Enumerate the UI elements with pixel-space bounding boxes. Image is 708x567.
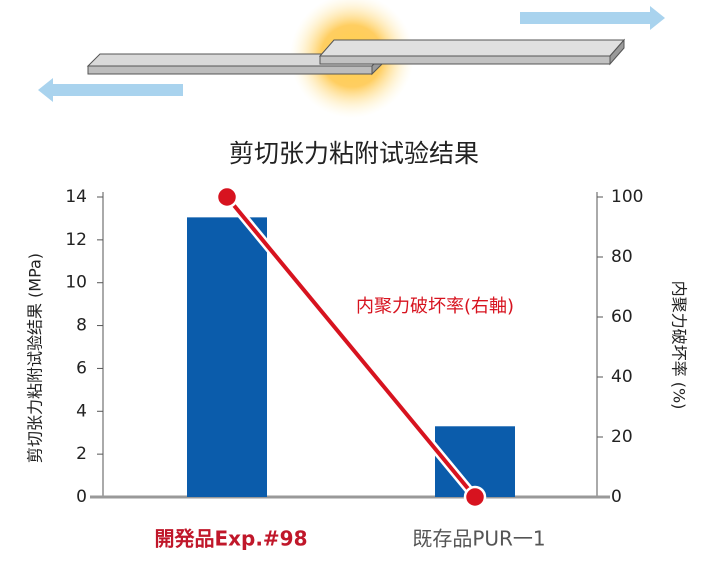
line xyxy=(225,195,477,499)
bar xyxy=(187,217,267,497)
y2-tick-label: 40 xyxy=(611,367,633,387)
y-tick-label: 0 xyxy=(76,487,87,507)
y2-axis-title: 内聚力破坏率 (%) xyxy=(670,281,689,410)
x-tick-label: 既存品PUR一1 xyxy=(412,527,545,551)
line-point xyxy=(463,485,487,509)
x-tick-label: 開発品Exp.#98 xyxy=(154,527,307,551)
y-tick-label: 14 xyxy=(65,187,87,207)
illustration xyxy=(38,0,665,118)
line-point xyxy=(215,185,239,209)
plate-top xyxy=(318,39,626,57)
y-tick-label: 2 xyxy=(76,444,87,464)
y-tick-label: 10 xyxy=(65,273,87,293)
plate-top-edge xyxy=(319,55,611,65)
y2-tick-label: 60 xyxy=(611,307,633,327)
y-tick-label: 12 xyxy=(65,230,87,250)
chart-title: 剪切张力粘附试验结果 xyxy=(229,139,479,168)
y-tick-label: 8 xyxy=(76,316,87,336)
line-annotation: 内聚力破坏率(右軸) xyxy=(356,296,514,317)
y2-tick-label: 80 xyxy=(611,247,633,267)
y-tick-label: 4 xyxy=(76,401,87,421)
y-tick-label: 6 xyxy=(76,358,87,378)
plate-bottom-edge xyxy=(87,65,373,75)
arrow-left xyxy=(38,78,183,102)
y2-tick-label: 100 xyxy=(611,187,643,207)
arrow-right xyxy=(520,6,665,30)
y2-tick-label: 0 xyxy=(611,487,622,507)
y-axis-title: 剪切张力粘附试验结果 (MPa) xyxy=(26,253,45,463)
plate-top-side xyxy=(609,38,625,66)
y2-tick-label: 20 xyxy=(611,427,633,447)
